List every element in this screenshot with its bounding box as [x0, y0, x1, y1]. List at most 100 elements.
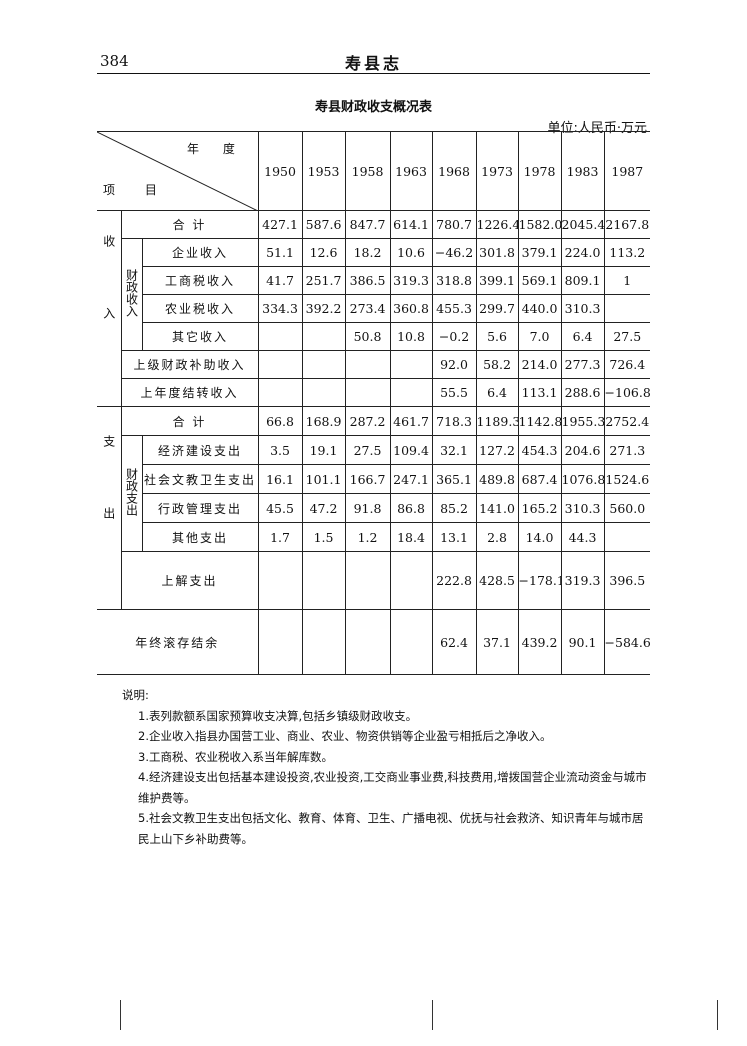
table-row: 上级财政补助收入 92.0 58.2 214.0 277.3 726.4 [97, 350, 651, 379]
value-cell: 1142.8 [517, 406, 562, 436]
value-cell: 12.6 [301, 238, 346, 267]
value-cell: 379.1 [517, 238, 562, 267]
value-cell: 560.0 [603, 493, 651, 523]
value-cell: 301.8 [475, 238, 519, 267]
row-label: 年终滚存结余 [97, 609, 259, 675]
value-cell: −106.8 [603, 378, 651, 407]
row-label: 上解支出 [121, 551, 259, 610]
value-cell [344, 378, 391, 407]
row-label: 其他支出 [142, 522, 259, 552]
value-cell: 222.8 [431, 551, 477, 610]
row-label: 其它收入 [142, 322, 259, 351]
value-cell: 277.3 [560, 350, 605, 379]
subgroup-label-cell: 财政收入 [121, 238, 143, 351]
value-cell: 2.8 [475, 522, 519, 552]
value-cell: 2045.4 [560, 210, 605, 239]
value-cell: 489.8 [475, 464, 519, 494]
row-label: 经济建设支出 [141, 435, 259, 465]
row-label: 企业收入 [141, 238, 259, 267]
value-cell [257, 322, 303, 351]
value-cell: 310.3 [560, 294, 605, 323]
value-cell: −584.6 [603, 609, 651, 675]
value-cell [301, 609, 346, 675]
note-item: 1.表列款额系国家预算收支决算,包括乡镇级财政收支。 [138, 708, 418, 723]
value-cell: 91.8 [344, 493, 391, 523]
value-cell: 718.3 [431, 406, 477, 436]
value-cell: 27.5 [344, 435, 391, 465]
value-cell [389, 609, 433, 675]
value-cell [603, 294, 651, 323]
value-cell: 2752.4 [603, 406, 651, 436]
value-cell: 66.8 [257, 406, 303, 436]
value-cell: 13.1 [431, 522, 477, 552]
value-cell: 1582.0 [517, 210, 562, 239]
value-cell: 62.4 [431, 609, 477, 675]
value-cell [257, 378, 303, 407]
subgroup-label: 财政收入 [124, 269, 139, 317]
value-cell: 319.3 [389, 266, 433, 295]
table-row: 财政收入 企业收入 51.1 12.6 18.2 10.6 −46.2 301.8 379.1 2… [97, 238, 651, 351]
value-cell: 10.6 [389, 238, 433, 267]
value-cell: 18.4 [389, 522, 433, 552]
year-header: 1973 [475, 131, 519, 211]
value-cell: 214.0 [517, 350, 562, 379]
value-cell: 271.3 [603, 435, 651, 465]
value-cell: 224.0 [560, 238, 605, 267]
value-cell: 37.1 [475, 609, 519, 675]
value-cell: 19.1 [301, 435, 346, 465]
value-cell: 27.5 [603, 322, 651, 351]
value-cell: 365.1 [431, 464, 477, 494]
year-label: 年 度 [187, 142, 245, 156]
value-cell: 101.1 [301, 464, 346, 494]
value-cell: 428.5 [475, 551, 519, 610]
running-head: 寿县志 [344, 54, 402, 73]
notes-heading: 说明: [122, 688, 149, 702]
table-row: 支出合 计 66.8 168.9 287.2 461.7 718.3 1189.3 1142.… [97, 406, 651, 610]
value-cell: 127.2 [475, 435, 519, 465]
value-cell: 1955.3 [560, 406, 605, 436]
value-cell: 427.1 [257, 210, 303, 239]
value-cell: 47.2 [301, 493, 346, 523]
value-cell: 454.3 [517, 435, 562, 465]
value-cell: 319.3 [560, 551, 605, 610]
group-label: 支出 [101, 434, 116, 579]
value-cell [344, 551, 391, 610]
value-cell: 399.1 [475, 266, 519, 295]
value-cell [603, 522, 651, 552]
value-cell: 113.2 [603, 238, 651, 267]
value-cell: −0.2 [431, 322, 477, 351]
value-cell [389, 551, 433, 610]
value-cell: 569.1 [517, 266, 562, 295]
value-cell: 109.4 [389, 435, 433, 465]
group-label: 收入 [101, 235, 116, 379]
value-cell: 10.8 [389, 322, 433, 351]
note-item: 3.工商税、农业税收入系当年解库数。 [138, 749, 333, 764]
value-cell: 247.1 [389, 464, 433, 494]
row-label: 上级财政补助收入 [121, 350, 259, 379]
value-cell: 386.5 [344, 266, 391, 295]
page-number: 384 [100, 52, 129, 70]
value-cell: 1 [603, 266, 651, 295]
table-row: 上年度结转收入 55.5 6.4 113.1 288.6 −106.8 [97, 378, 651, 407]
table-row: 工商税收入 41.7 251.7 386.5 319.3 318.8 399.1 569.1 8… [97, 266, 651, 295]
value-cell: 273.4 [344, 294, 391, 323]
note-item: 5.社会文教卫生支出包括文化、教育、体育、卫生、广播电视、优抚与社会救济、知识青… [138, 811, 644, 846]
value-cell: 455.3 [431, 294, 477, 323]
value-cell: 1189.3 [475, 406, 519, 436]
value-cell: 92.0 [431, 350, 477, 379]
value-cell: 287.2 [344, 406, 391, 436]
value-cell: 86.8 [389, 493, 433, 523]
value-cell: −178.1 [517, 551, 562, 610]
notes: 说明: 1.表列款额系国家预算收支决算,包括乡镇级财政收支。 2.企业收入指县办… [122, 685, 654, 849]
value-cell: 726.4 [603, 350, 651, 379]
value-cell: 440.0 [517, 294, 562, 323]
value-cell: 461.7 [389, 406, 433, 436]
value-cell: 1.2 [344, 522, 391, 552]
year-header: 1950 [257, 131, 303, 211]
value-cell: 614.1 [389, 210, 433, 239]
group-label-cell: 收入 [97, 210, 122, 407]
value-cell [301, 378, 346, 407]
value-cell: 45.5 [257, 493, 303, 523]
year-header: 1963 [389, 131, 433, 211]
row-label: 合 计 [120, 406, 259, 436]
